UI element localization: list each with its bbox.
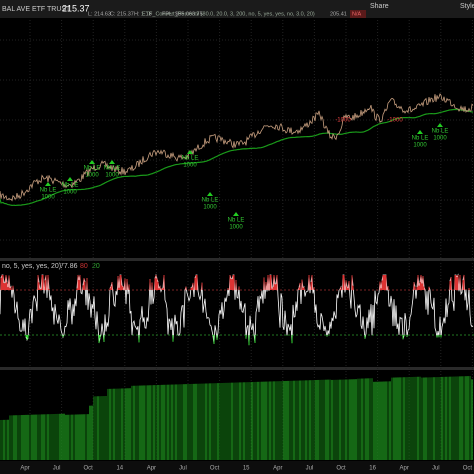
signal-qty: 1000 <box>63 190 77 196</box>
x-axis-label: Jul <box>432 466 440 472</box>
moving-average <box>0 108 474 207</box>
study-label: ETF_Convert_Percentil (80.0, 20.0, 3, 20… <box>142 11 315 17</box>
signal-arrow <box>417 130 423 134</box>
signal-label: Nb LE <box>412 136 429 142</box>
signal-qty: 1000 <box>85 173 99 179</box>
signal-label: Nb LE <box>182 156 199 162</box>
signal-qty: 1000 <box>105 173 119 179</box>
signal-label: Nb LE <box>84 166 101 172</box>
quote-field: L: 214.63 <box>88 11 111 17</box>
signal-label: Nb LE <box>104 166 121 172</box>
signal-label: Nb LE <box>432 129 449 135</box>
indicator-value: 77.86 <box>60 263 78 270</box>
lower-level: 20 <box>92 263 100 270</box>
signal-qty: 1000 <box>433 136 447 142</box>
x-axis-label: 14 <box>116 466 123 472</box>
signal-label: Nb LE <box>228 218 245 224</box>
quote-field: H: 1.18 <box>134 11 152 17</box>
signal-arrow <box>109 160 115 164</box>
divider <box>0 258 474 261</box>
signal-arrow <box>437 123 443 127</box>
x-axis-label: 15 <box>243 466 250 472</box>
signal-arrow <box>207 192 213 196</box>
x-axis-label: Jul <box>306 466 314 472</box>
quote-field: C: 215.37 <box>110 11 134 17</box>
x-axis-label: Apr <box>147 466 156 472</box>
exit-label: -1000 <box>335 118 351 124</box>
x-axis-label: Jul <box>179 466 187 472</box>
signal-arrow <box>67 177 73 181</box>
style-button[interactable]: Style <box>460 3 474 10</box>
x-axis-label: Jul <box>53 466 61 472</box>
signal-arrow <box>89 160 95 164</box>
x-axis-label: 16 <box>369 466 376 472</box>
signal-qty: 1000 <box>413 143 427 149</box>
share-button[interactable]: Share <box>370 3 389 10</box>
x-axis-bar <box>0 461 474 474</box>
x-axis-label: Oct <box>336 466 346 472</box>
x-axis-label: Apr <box>20 466 29 472</box>
x-axis-label: Apr <box>400 466 409 472</box>
signal-arrow <box>187 150 193 154</box>
signal-arrow <box>45 182 51 186</box>
price-line <box>0 93 474 202</box>
quote-field: FPL: $55,063.75 <box>162 11 203 17</box>
signal-qty: 1000 <box>41 195 55 201</box>
signal-qty: 1000 <box>183 163 197 169</box>
x-axis-label: Oct <box>463 466 473 472</box>
upper-level: 80 <box>80 263 88 270</box>
signal-arrow <box>233 212 239 216</box>
symbol: BAL AVE ETF TRUST <box>2 6 71 13</box>
signal-qty: 1000 <box>229 225 243 231</box>
x-axis-label: Oct <box>210 466 220 472</box>
status-box <box>350 10 366 18</box>
indicator-params: no, 5, yes, yes, 20) <box>2 263 61 270</box>
x-axis-label: Apr <box>273 466 282 472</box>
signal-label: Nb LE <box>62 183 79 189</box>
last-price: 215.37 <box>62 3 90 13</box>
study-status: N/A <box>352 11 362 17</box>
study-value: 205.41 <box>330 11 347 17</box>
x-axis-label: Oct <box>84 466 94 472</box>
signal-label: Nb LE <box>202 198 219 204</box>
divider <box>0 367 474 370</box>
signal-qty: 1000 <box>203 205 217 211</box>
exit-label: -1000 <box>387 118 403 124</box>
signal-label: Nb LE <box>40 188 57 194</box>
